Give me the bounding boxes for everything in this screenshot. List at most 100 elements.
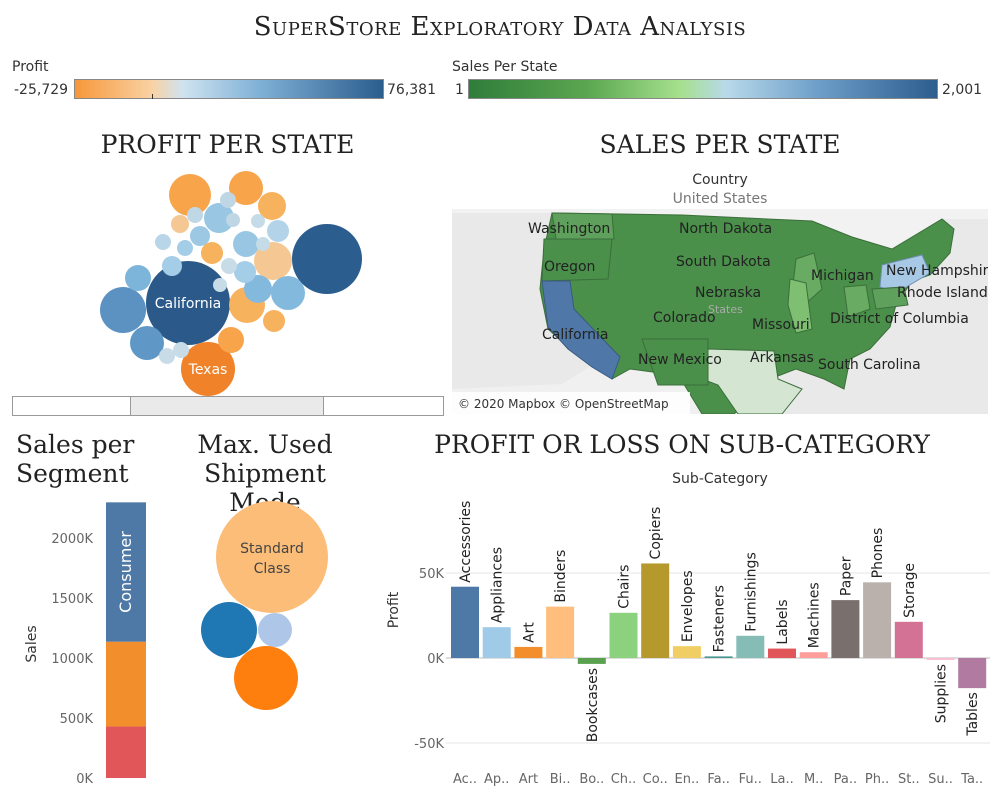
bar-tables[interactable]: [958, 658, 987, 689]
x-tick-machines: M..: [804, 772, 823, 787]
state-bubble[interactable]: [171, 215, 189, 233]
x-tick-appliances: Ap..: [484, 772, 509, 787]
bar-chairs[interactable]: [609, 612, 638, 658]
bar-machines[interactable]: [799, 652, 828, 658]
sales-per-state-title: SALES PER STATE: [599, 130, 841, 159]
bar-labels[interactable]: [768, 648, 796, 658]
state-bubble[interactable]: [162, 256, 182, 276]
state-bubble[interactable]: [100, 287, 146, 333]
subcategory-ytick: 50K: [419, 567, 445, 582]
segment-bar-consumer: [106, 502, 146, 642]
bar-envelopes[interactable]: [672, 646, 701, 658]
x-tick-art: Art: [519, 772, 538, 787]
map-label-south-dakota: South Dakota: [676, 254, 771, 270]
state-new-mexico: [641, 338, 709, 386]
state-california: [541, 280, 621, 380]
x-tick-storage: St..: [898, 772, 920, 787]
state-bubble[interactable]: [169, 174, 211, 216]
map-label-south-carolina: South Carolina: [818, 357, 921, 373]
state-bubble[interactable]: [256, 237, 270, 251]
scrollbar-thumb[interactable]: [130, 397, 324, 415]
state-bubble[interactable]: [233, 231, 259, 257]
state-bubble[interactable]: [292, 224, 362, 294]
state-bubble[interactable]: [229, 171, 263, 205]
bar-fasteners[interactable]: [704, 656, 733, 658]
state-bubble[interactable]: [130, 326, 164, 360]
bar-label-furnishings: Furnishings: [743, 552, 759, 632]
x-tick-tables: Ta..: [960, 772, 983, 787]
state-bubble[interactable]: [125, 265, 151, 291]
map-attribution: © 2020 Mapbox © OpenStreetMap: [458, 397, 669, 411]
segment-bar-home-office: [106, 726, 146, 778]
bar-copiers[interactable]: [641, 563, 670, 658]
state-bubble[interactable]: [190, 226, 210, 246]
state-bubble[interactable]: [177, 240, 193, 256]
bubble-label-texas: Texas: [188, 362, 228, 378]
bar-storage[interactable]: [894, 621, 923, 658]
sales-per-state-map[interactable]: Washington North Dakota Oregon South Dakota…: [452, 209, 988, 414]
state-bubble[interactable]: [213, 278, 227, 292]
segment-ylabel: Sales: [24, 625, 40, 662]
bubble-ship-mode-4: [234, 646, 298, 710]
state-bubble[interactable]: [201, 242, 223, 264]
bar-label-tables: Tables: [965, 692, 981, 737]
profit-legend-min: -25,729: [14, 82, 69, 98]
x-tick-supplies: Su..: [928, 772, 953, 787]
profit-per-state-bubbles: California Texas: [100, 171, 362, 396]
bar-appliances[interactable]: [482, 627, 511, 658]
state-bubble[interactable]: [267, 220, 289, 242]
bar-label-accessories: Accessories: [458, 501, 474, 583]
state-washington: [551, 212, 615, 240]
bubble-standard-class: [216, 501, 328, 613]
map-watermark: States: [708, 303, 743, 316]
state-bubble[interactable]: [234, 261, 256, 283]
state-bubble[interactable]: [159, 348, 175, 364]
sales-segment-title: Sales per Segment: [16, 430, 134, 488]
state-bubble[interactable]: [187, 207, 203, 223]
map-label-nebraska: Nebraska: [695, 285, 761, 301]
attribution-bg: [452, 392, 690, 414]
bar-phones[interactable]: [863, 582, 892, 658]
state-bubble[interactable]: [221, 258, 237, 274]
bar-supplies[interactable]: [926, 658, 955, 661]
x-tick-fasteners: Fa..: [707, 772, 730, 787]
state-bubble[interactable]: [254, 242, 292, 280]
bar-bookcases[interactable]: [577, 658, 606, 664]
x-tick-bookcases: Bo..: [579, 772, 604, 787]
bar-paper[interactable]: [831, 600, 860, 658]
state-new-york: [879, 254, 931, 294]
subcategory-bar-chart: Profit 50K 0K -50K Accessories Appliances Ar…: [386, 501, 990, 787]
state-bubble[interactable]: [263, 310, 285, 332]
bar-art[interactable]: [514, 646, 543, 658]
map-label-michigan: Michigan: [811, 268, 874, 284]
bar-label-phones: Phones: [870, 528, 886, 579]
state-bubble[interactable]: [155, 234, 171, 250]
bar-furnishings[interactable]: [736, 635, 765, 658]
state-bubble[interactable]: [220, 192, 236, 208]
state-bubble[interactable]: [226, 213, 240, 227]
profit-legend-gradient: [74, 79, 384, 99]
bar-label-copiers: Copiers: [648, 507, 664, 560]
x-tick-labels: La..: [770, 772, 793, 787]
bubble-texas[interactable]: [181, 342, 235, 396]
state-bubble[interactable]: [173, 342, 189, 358]
state-bubble[interactable]: [271, 276, 305, 310]
sales-segment-chart: Sales 0K 500K 1000K 1500K 2000K Consumer: [24, 502, 146, 787]
bubble-california[interactable]: [146, 261, 230, 345]
map-country-value: United States: [672, 191, 768, 207]
state-bubble[interactable]: [244, 275, 272, 303]
bar-label-art: Art: [521, 622, 537, 643]
profit-legend-zero-tick: [152, 94, 153, 99]
profit-bubbles-scrollbar[interactable]: [12, 396, 444, 416]
bar-label-labels: Labels: [775, 600, 791, 645]
state-bubble[interactable]: [204, 203, 234, 233]
bar-label-envelopes: Envelopes: [680, 570, 696, 642]
state-ohio: [843, 284, 871, 318]
state-bubble[interactable]: [218, 327, 244, 353]
bar-accessories[interactable]: [451, 586, 479, 658]
state-bubble[interactable]: [251, 214, 265, 228]
bar-binders[interactable]: [546, 606, 575, 658]
map-label-colorado: Colorado: [653, 310, 716, 326]
segment-tick-label: 1500K: [51, 592, 93, 607]
state-bubble[interactable]: [258, 192, 286, 220]
